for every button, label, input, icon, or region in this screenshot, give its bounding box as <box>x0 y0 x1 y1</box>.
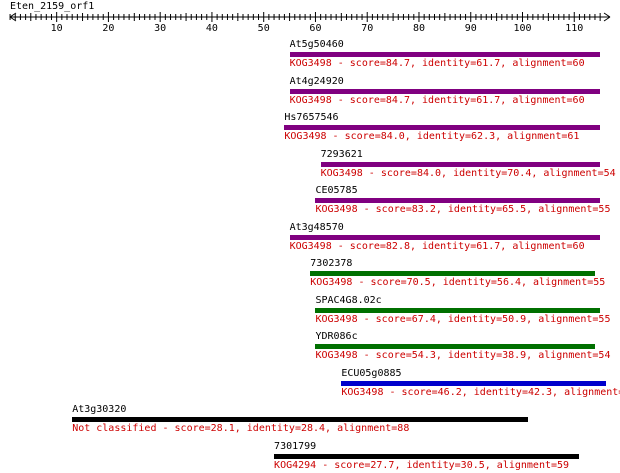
ruler-right-arrow-icon <box>603 12 611 22</box>
hit-row: CE05785 KOG3498 - score=83.2, identity=65… <box>0 185 620 221</box>
hit-name-link[interactable]: 7302378 <box>310 258 353 269</box>
hit-name-link[interactable]: At3g30320 <box>72 404 127 415</box>
hit-alignment-bar[interactable] <box>284 125 601 130</box>
hit-alignment-bar[interactable] <box>289 52 601 57</box>
hit-description: KOG3498 - score=70.5, identity=56.4, ali… <box>310 277 606 288</box>
hit-alignment-bar[interactable] <box>72 417 528 422</box>
hit-name-link[interactable]: Hs7657546 <box>284 112 339 123</box>
hit-row: At4g24920 KOG3498 - score=84.7, identity=… <box>0 76 620 112</box>
hit-name-link[interactable]: At3g48570 <box>289 221 344 233</box>
hit-description: KOG3498 - score=83.2, identity=65.5, ali… <box>315 204 611 215</box>
ruler-tick-label: 90 <box>465 23 477 34</box>
hit-name-link[interactable]: CE05785 <box>315 185 358 196</box>
sequence-title: Eten_2159_orf1 <box>10 1 95 12</box>
ruler-tick-label: 20 <box>102 23 114 34</box>
hit-row: At3g48570 KOG3498 - score=82.8, identity=… <box>0 222 620 258</box>
hit-row: ECU05g0885 KOG3498 - score=46.2, identity… <box>0 368 620 404</box>
ruler-tick-label: 80 <box>413 23 425 34</box>
hit-name-link[interactable]: 7301799 <box>274 440 317 452</box>
hit-description: KOG3498 - score=84.0, identity=62.3, ali… <box>284 131 580 142</box>
hit-description: KOG3498 - score=82.8, identity=61.7, ali… <box>289 240 585 252</box>
hit-alignment-bar[interactable] <box>315 198 601 203</box>
hit-description: Not classified - score=28.1, identity=28… <box>72 423 410 434</box>
hit-alignment-bar[interactable] <box>310 271 595 276</box>
hit-name-link[interactable]: YDR086c <box>315 331 358 342</box>
hit-name-link[interactable]: At4g24920 <box>289 75 344 87</box>
position-ruler: 10 20 30 40 50 60 70 80 90 100 110 <box>9 12 611 34</box>
hit-alignment-bar[interactable] <box>274 453 580 459</box>
hit-row: 7293621 KOG3498 - score=84.0, identity=70… <box>0 149 620 185</box>
ruler-left-arrow-icon <box>9 12 17 22</box>
hit-row: 7301799 KOG4294 - score=27.7, identity=30… <box>0 441 620 473</box>
hit-name-link[interactable]: ECU05g0885 <box>341 367 402 379</box>
ruler-tick-label: 70 <box>361 23 373 34</box>
hit-alignment-bar[interactable] <box>320 161 601 167</box>
ruler-tick-label: 100 <box>513 23 531 34</box>
hit-row: At5g50460 KOG3498 - score=84.7, identity=… <box>0 39 620 75</box>
hit-description: KOG4294 - score=27.7, identity=30.5, ali… <box>274 459 570 471</box>
hit-description: KOG3498 - score=54.3, identity=38.9, ali… <box>315 350 611 361</box>
hit-description: KOG3498 - score=84.7, identity=61.7, ali… <box>289 94 585 106</box>
hit-alignment-bar[interactable] <box>289 234 601 240</box>
hit-description: KOG3498 - score=84.0, identity=70.4, ali… <box>320 167 616 179</box>
hit-name-link[interactable]: SPAC4G8.02c <box>315 294 382 306</box>
ruler-tick-label: 60 <box>309 23 321 34</box>
hit-description: KOG3498 - score=67.4, identity=50.9, ali… <box>315 313 611 325</box>
hit-row: At3g30320 Not classified - score=28.1, id… <box>0 404 620 440</box>
hit-alignment-bar[interactable] <box>341 380 606 386</box>
hit-description: KOG3498 - score=84.7, identity=61.7, ali… <box>289 58 585 69</box>
hit-alignment-bar[interactable] <box>289 88 601 94</box>
ruler-tick-label: 110 <box>565 23 583 34</box>
hit-row: YDR086c KOG3498 - score=54.3, identity=38… <box>0 331 620 367</box>
hit-row: 7302378 KOG3498 - score=70.5, identity=56… <box>0 258 620 294</box>
hit-description: KOG3498 - score=46.2, identity=42.3, ali… <box>341 386 620 398</box>
ruler-tick-label: 50 <box>258 23 270 34</box>
hit-row: Hs7657546 KOG3498 - score=84.0, identity=… <box>0 112 620 148</box>
ruler-tick-label: 30 <box>154 23 166 34</box>
hit-alignment-bar[interactable] <box>315 344 595 349</box>
ruler-tick-label: 40 <box>206 23 218 34</box>
hit-alignment-bar[interactable] <box>315 307 601 313</box>
hit-name-link[interactable]: At5g50460 <box>289 39 344 50</box>
ruler-tick-label: 10 <box>51 23 63 34</box>
hit-row: SPAC4G8.02c KOG3498 - score=67.4, identit… <box>0 295 620 331</box>
hit-name-link[interactable]: 7293621 <box>320 148 363 160</box>
